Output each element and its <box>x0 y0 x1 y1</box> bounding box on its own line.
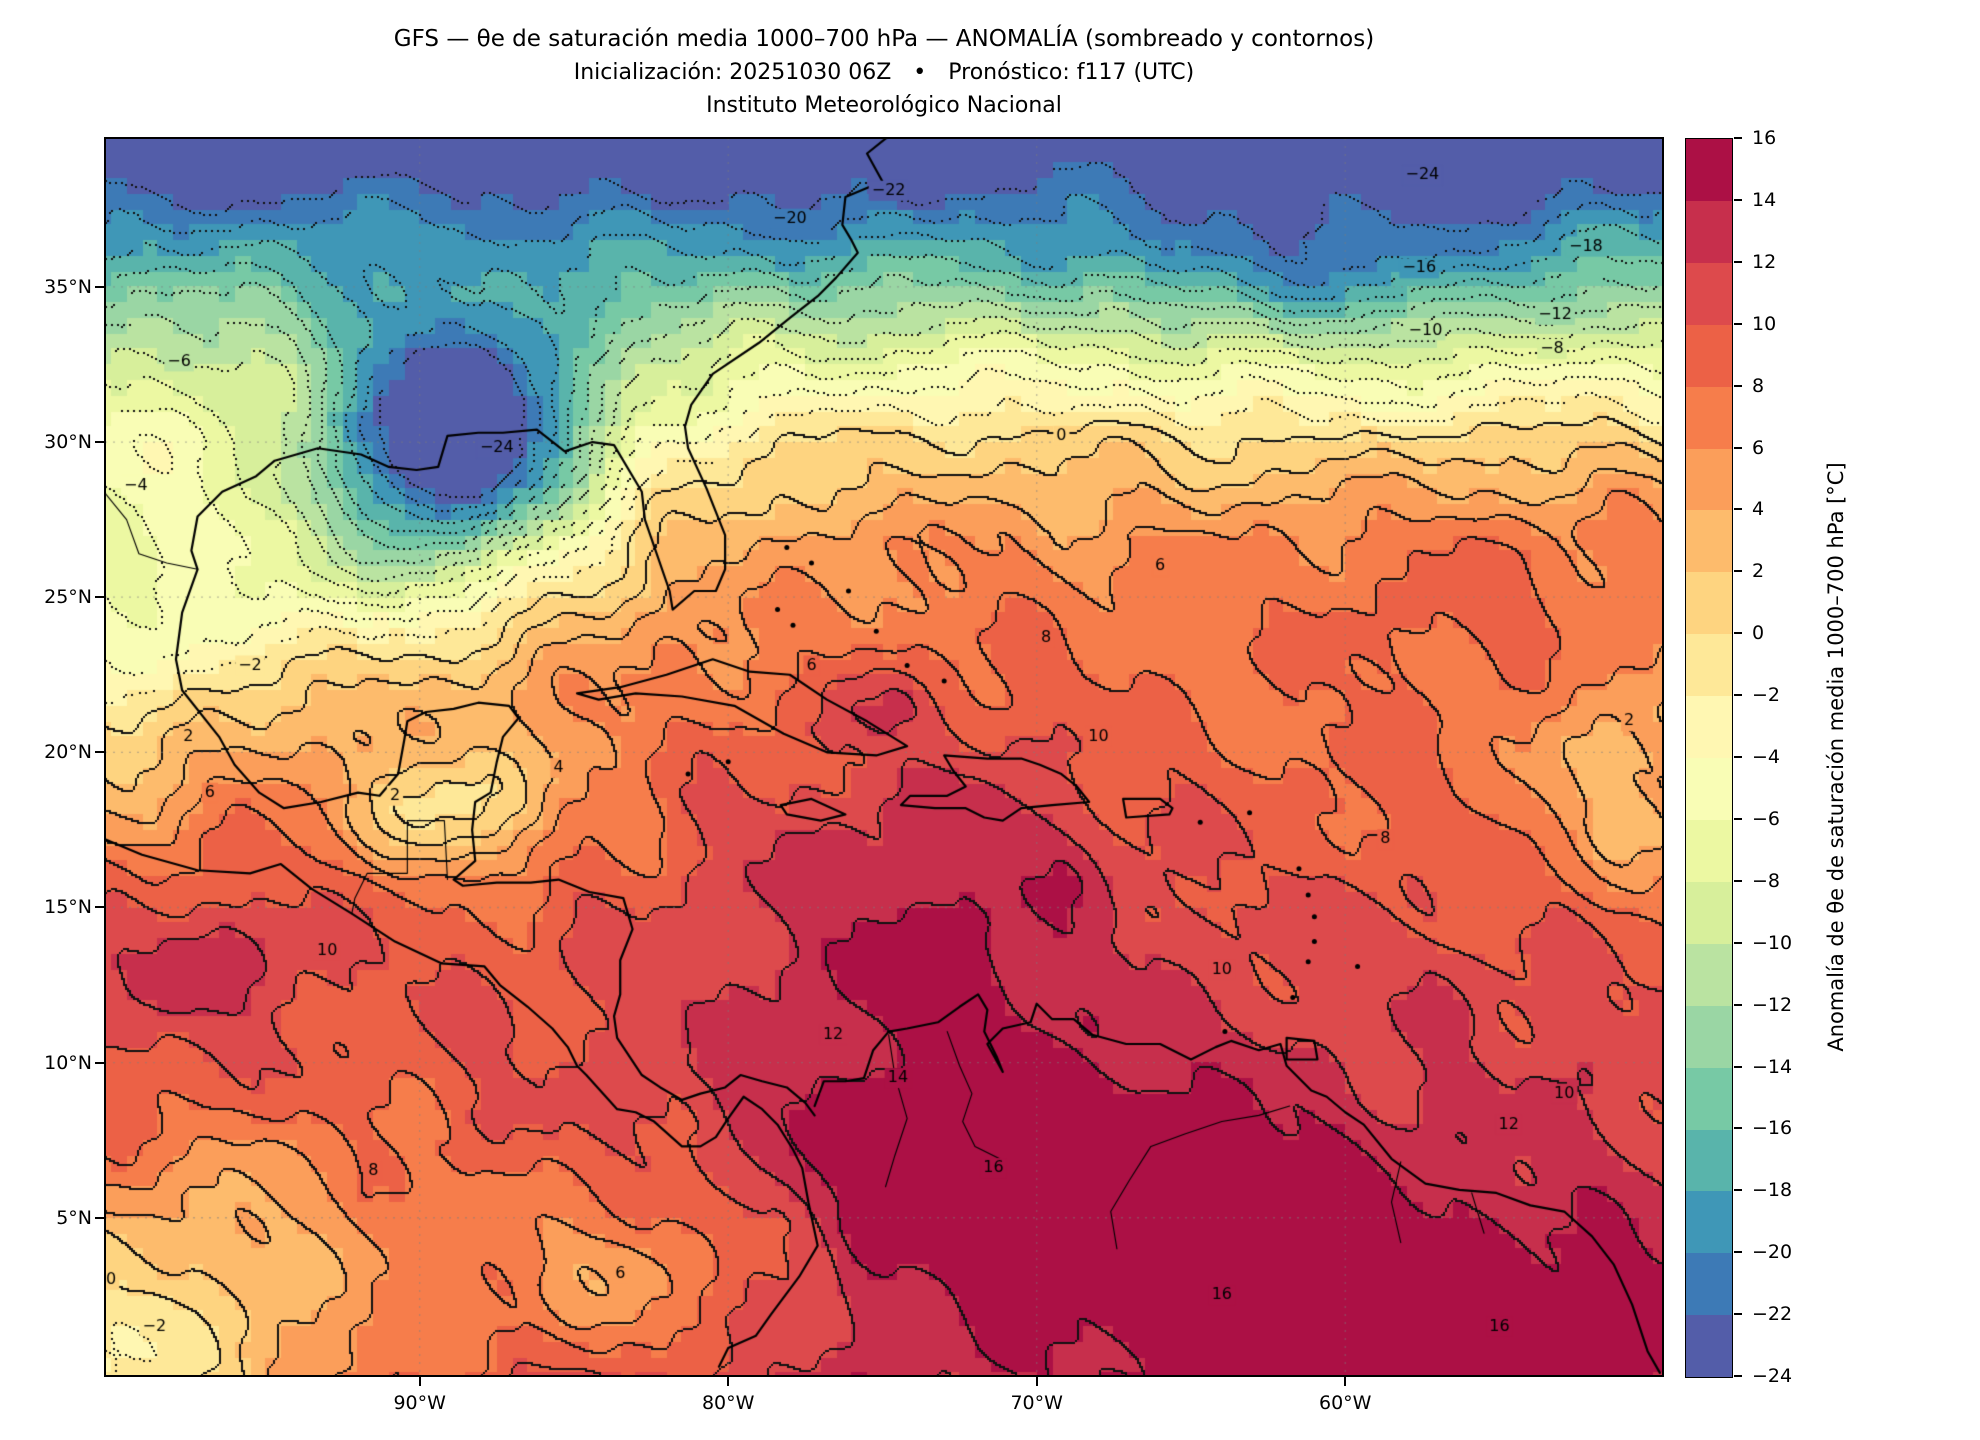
colorbar-tick-mark <box>1734 508 1742 511</box>
y-tick-mark <box>95 285 104 288</box>
colorbar-tick-label: 2 <box>1752 560 1765 583</box>
colorbar-tick-label: −18 <box>1752 1179 1793 1202</box>
colorbar-tick-mark <box>1734 941 1742 944</box>
colorbar-tick-mark <box>1734 1251 1742 1254</box>
colorbar-tick-mark <box>1734 1127 1742 1130</box>
colorbar-tick-mark <box>1734 817 1742 820</box>
chart-subtitle: Inicialización: 20251030 06Z • Pronóstic… <box>573 60 1195 85</box>
colorbar-cell <box>1686 1253 1732 1316</box>
title-block: GFS — θe de saturación media 1000–700 hP… <box>105 22 1663 122</box>
colorbar-tick-label: −8 <box>1752 869 1781 892</box>
x-tick-mark <box>1035 1377 1038 1386</box>
colorbar-cell <box>1686 881 1732 944</box>
colorbar-tick-label: −2 <box>1752 684 1781 707</box>
x-tick-label: 60°W <box>1318 1392 1372 1414</box>
colorbar-tick-label: −12 <box>1752 993 1793 1016</box>
colorbar-cell <box>1686 200 1732 263</box>
colorbar-tick-label: −6 <box>1752 807 1781 830</box>
colorbar-cell <box>1686 1005 1732 1068</box>
y-tick-label: 5°N <box>56 1206 92 1229</box>
colorbar-tick-label: 4 <box>1752 498 1765 521</box>
colorbar-cell <box>1686 1129 1732 1192</box>
colorbar-cell <box>1686 943 1732 1006</box>
colorbar-tick-mark <box>1734 322 1742 325</box>
colorbar-tick-label: −24 <box>1752 1365 1793 1387</box>
colorbar-cell <box>1686 1191 1732 1254</box>
colorbar-tick-label: 12 <box>1752 250 1777 273</box>
colorbar-tick-mark <box>1734 756 1742 758</box>
colorbar-tick-label: −4 <box>1752 746 1781 768</box>
y-tick-mark <box>95 441 104 444</box>
colorbar-tick-label: 14 <box>1752 188 1777 211</box>
x-tick-mark <box>418 1377 421 1386</box>
colorbar-cell <box>1686 510 1732 573</box>
x-tick-label: 80°W <box>701 1392 755 1414</box>
colorbar-tick-mark <box>1734 384 1742 387</box>
x-tick-mark <box>1344 1377 1347 1386</box>
colorbar-tick-mark <box>1734 632 1742 635</box>
colorbar-cell <box>1686 819 1732 882</box>
colorbar-tick-label: −16 <box>1752 1117 1793 1140</box>
chart-institution: Instituto Meteorológico Nacional <box>706 93 1062 118</box>
y-tick-mark <box>95 751 104 754</box>
colorbar-tick-mark <box>1734 260 1742 263</box>
y-tick-mark <box>95 1216 104 1219</box>
chart-title: GFS — θe de saturación media 1000–700 hP… <box>393 26 1375 52</box>
colorbar-tick-mark <box>1734 1065 1742 1068</box>
colorbar-tick-label: 8 <box>1752 374 1765 397</box>
colorbar-cell <box>1686 1067 1732 1130</box>
colorbar-tick-label: −10 <box>1752 931 1793 954</box>
colorbar-cell <box>1686 1315 1732 1378</box>
colorbar-tick-mark <box>1734 1375 1742 1377</box>
x-tick-label: 70°W <box>1010 1392 1063 1414</box>
colorbar-tick-label: 6 <box>1752 436 1765 459</box>
y-tick-mark <box>95 906 104 909</box>
colorbar <box>1685 138 1733 1378</box>
colorbar-tick-label: −22 <box>1752 1303 1793 1326</box>
colorbar-cell <box>1686 634 1732 697</box>
x-tick-label: 90°W <box>393 1392 446 1414</box>
colorbar-tick-mark <box>1734 1189 1742 1192</box>
colorbar-tick-mark <box>1734 1313 1742 1316</box>
colorbar-tick-label: −20 <box>1752 1241 1793 1264</box>
colorbar-tick-mark <box>1734 137 1742 139</box>
colorbar-cell <box>1686 448 1732 511</box>
y-tick-label: 15°N <box>44 896 92 919</box>
colorbar-cell <box>1686 139 1732 201</box>
colorbar-cell <box>1686 572 1732 635</box>
colorbar-tick-mark <box>1734 198 1742 201</box>
map-canvas <box>105 138 1663 1376</box>
y-tick-label: 30°N <box>44 431 92 454</box>
y-tick-label: 10°N <box>44 1051 92 1074</box>
y-tick-mark <box>95 596 104 599</box>
colorbar-tick-label: 0 <box>1752 622 1765 645</box>
colorbar-cell <box>1686 324 1732 387</box>
colorbar-tick-label: −14 <box>1752 1055 1793 1078</box>
colorbar-tick-mark <box>1734 570 1742 573</box>
colorbar-cell <box>1686 386 1732 449</box>
colorbar-tick-mark <box>1734 694 1742 697</box>
colorbar-cell <box>1686 262 1732 325</box>
colorbar-cell <box>1686 758 1732 820</box>
colorbar-label: Anomalía de θe de saturación media 1000–… <box>1824 462 1848 1052</box>
x-tick-mark <box>727 1377 730 1386</box>
y-tick-label: 35°N <box>44 275 92 298</box>
colorbar-tick-label: 10 <box>1752 312 1777 335</box>
colorbar-tick-mark <box>1734 1003 1742 1006</box>
y-tick-label: 25°N <box>44 586 92 609</box>
y-tick-label: 20°N <box>44 741 92 764</box>
colorbar-tick-label: 16 <box>1752 127 1777 149</box>
y-tick-mark <box>95 1061 104 1064</box>
colorbar-cell <box>1686 696 1732 759</box>
colorbar-tick-mark <box>1734 879 1742 882</box>
colorbar-tick-mark <box>1734 446 1742 449</box>
